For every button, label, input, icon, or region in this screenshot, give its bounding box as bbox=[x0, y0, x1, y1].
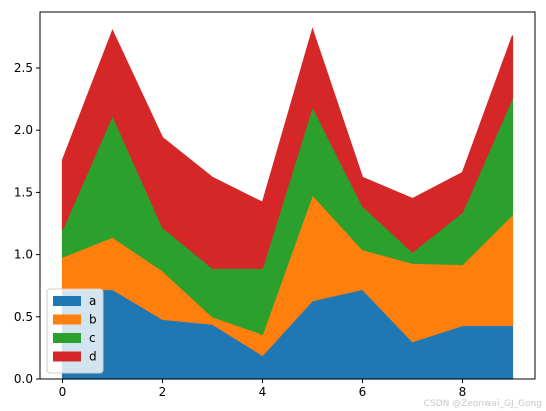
y-tick-label: 0.5 bbox=[14, 310, 33, 324]
legend-label-a: a bbox=[89, 294, 96, 308]
area-series-d bbox=[61, 27, 514, 269]
legend-swatch-b bbox=[53, 314, 81, 325]
legend-label-b: b bbox=[89, 313, 97, 327]
x-tick-label: 2 bbox=[159, 385, 167, 399]
legend-swatch-a bbox=[53, 296, 81, 306]
legend-label-c: c bbox=[89, 331, 96, 345]
x-tick-label: 6 bbox=[359, 385, 367, 399]
watermark: CSDN @Zeonwai_GJ_Gong bbox=[423, 399, 542, 409]
x-tick-label: 4 bbox=[259, 385, 267, 399]
x-tick-label: 0 bbox=[59, 385, 67, 399]
axes-frame bbox=[39, 11, 536, 380]
legend-label-d: d bbox=[89, 350, 97, 364]
y-tick-label: 2.5 bbox=[14, 61, 33, 75]
x-axis: 0 2 4 6 8 bbox=[59, 379, 467, 399]
y-tick-label: 1.0 bbox=[14, 248, 33, 262]
legend-swatch-d bbox=[53, 351, 81, 362]
area-series-group bbox=[61, 27, 514, 380]
x-tick-label: 8 bbox=[459, 385, 467, 399]
y-axis: 0.0 0.5 1.0 1.5 2.0 2.5 bbox=[14, 61, 40, 386]
legend-swatch-c bbox=[53, 333, 81, 343]
y-tick-label: 1.5 bbox=[14, 185, 33, 199]
y-tick-label: 2.0 bbox=[14, 123, 33, 137]
y-tick-label: 0.0 bbox=[14, 372, 33, 386]
